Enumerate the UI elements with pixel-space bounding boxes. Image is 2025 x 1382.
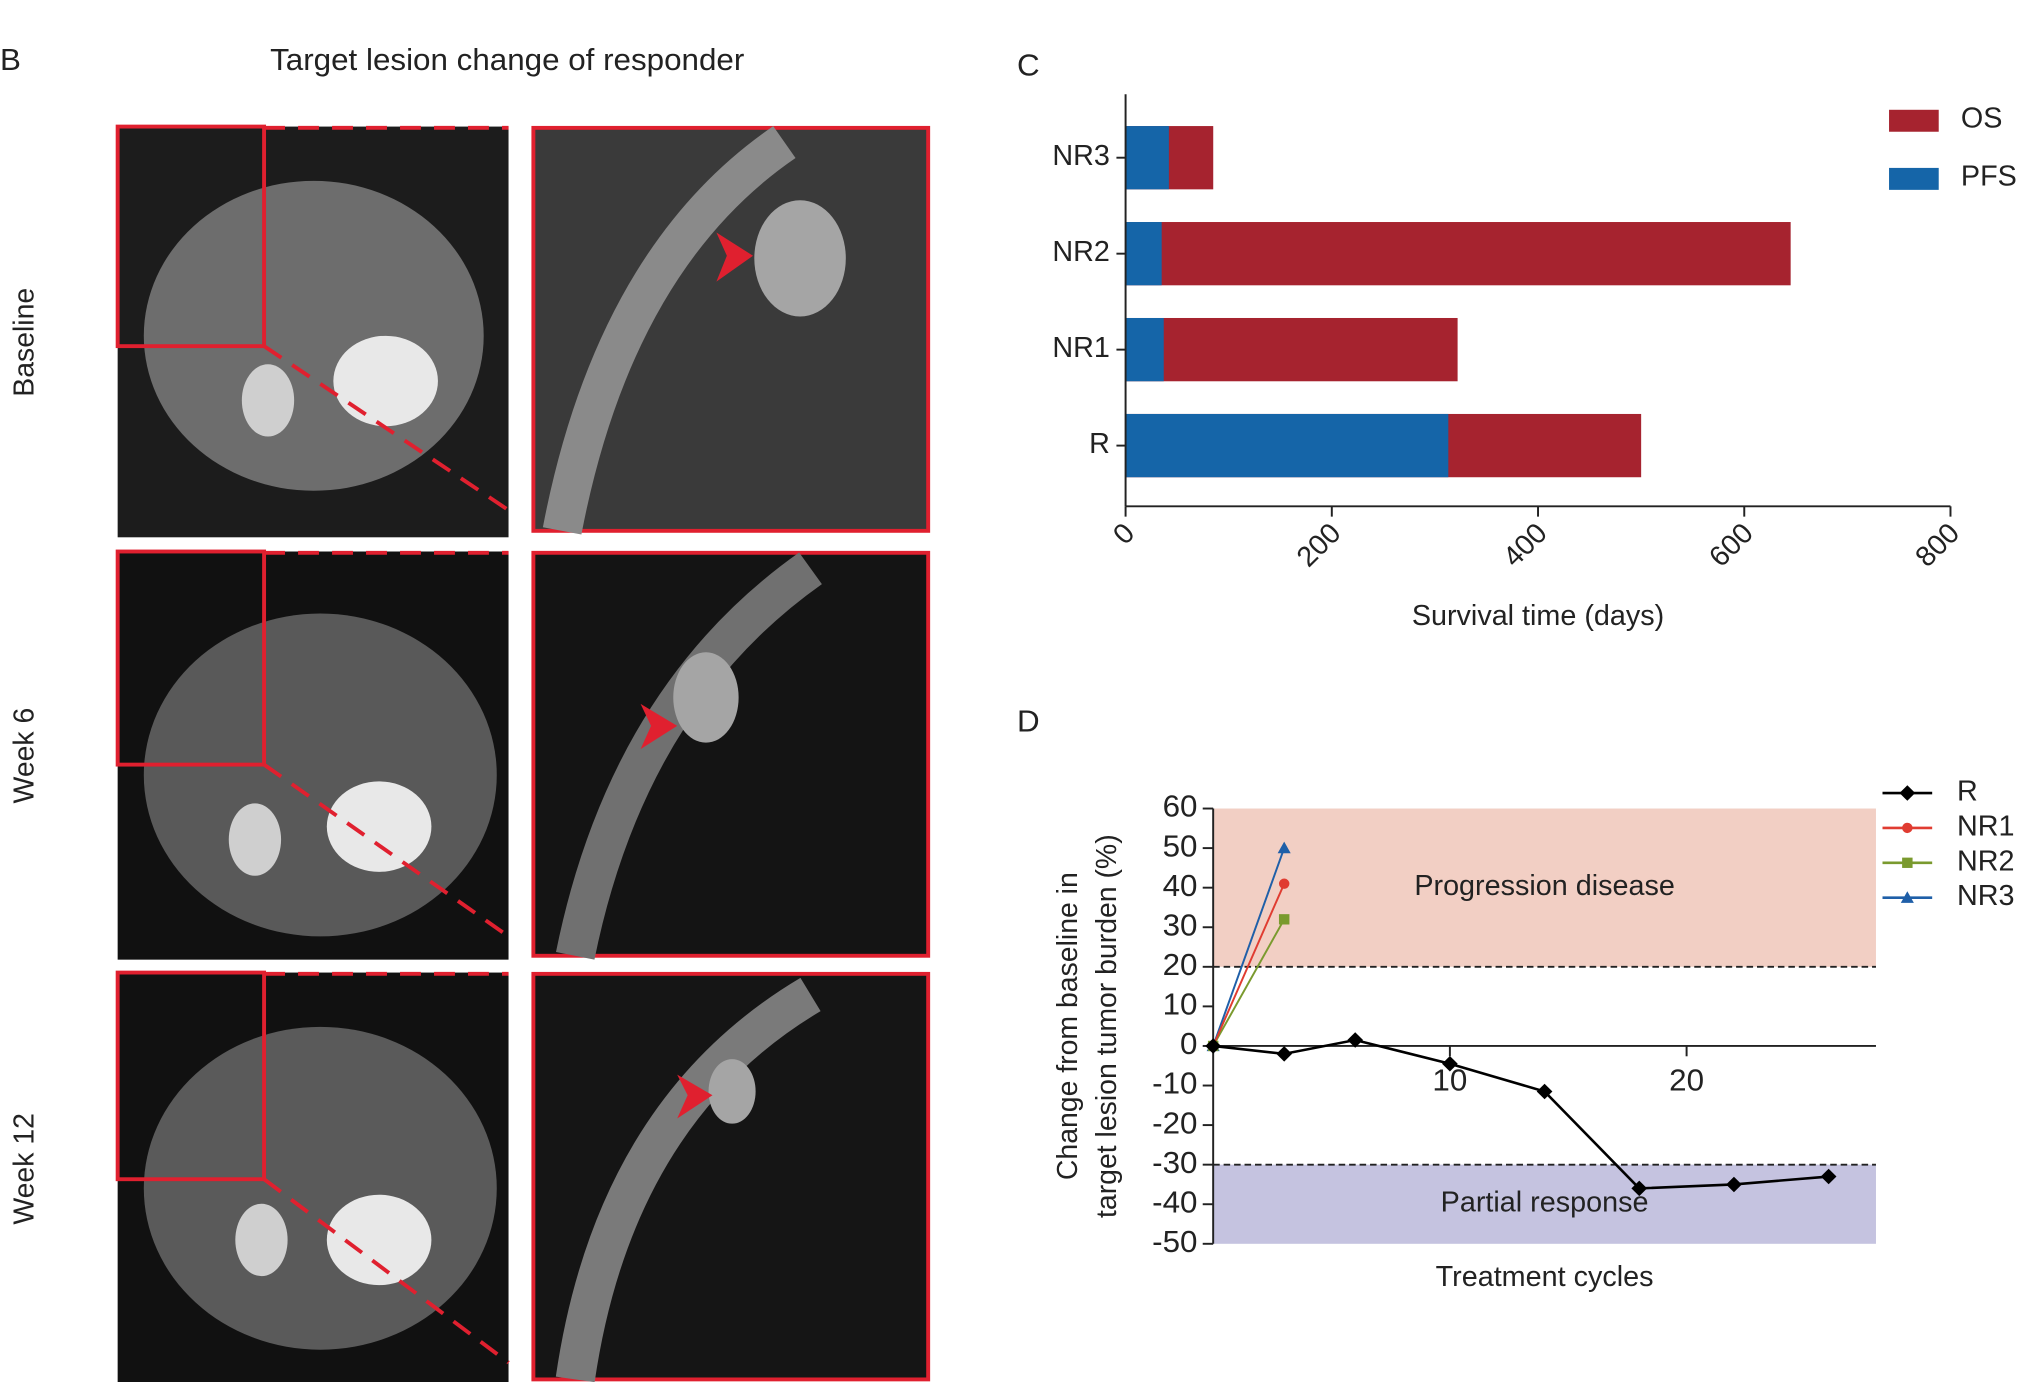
marker: [1278, 914, 1290, 925]
row-label: Baseline: [9, 288, 41, 397]
marker: [1347, 1032, 1364, 1048]
y-tick-label: R: [1089, 428, 1110, 460]
y-tick-label: 10: [1163, 987, 1198, 1022]
x-tick-label: 400: [1497, 517, 1554, 573]
y-tick-label: 30: [1163, 908, 1198, 943]
row-label: Week 6: [9, 708, 41, 804]
marker: [1276, 1046, 1293, 1062]
panel-b: B Target lesion change of responder Base…: [0, 42, 931, 1382]
zoom-box: [115, 970, 267, 1182]
x-axis-label: Survival time (days): [1412, 600, 1664, 632]
marker: [1277, 841, 1291, 854]
y-tick-label: -20: [1152, 1105, 1197, 1140]
x-axis-label: Treatment cycles: [1436, 1261, 1654, 1293]
arrowhead: [716, 232, 754, 282]
ct-bone: [326, 781, 432, 872]
band: [1213, 1164, 1876, 1244]
row-label: Week 12: [9, 1113, 41, 1225]
ct-bone: [333, 335, 438, 427]
legend-swatch: [1889, 109, 1939, 132]
panel-label: B: [0, 42, 21, 77]
ct-organ: [228, 803, 282, 876]
marker: [1899, 785, 1916, 801]
y-tick-label: 20: [1163, 947, 1198, 982]
y-tick-label: NR2: [1052, 236, 1110, 268]
legend-label: R: [1957, 776, 1978, 808]
legend-label: NR1: [1957, 811, 2015, 843]
y-tick-label: NR3: [1052, 140, 1110, 172]
band: [1213, 808, 1876, 967]
ct-lesion: [708, 1059, 756, 1124]
arrowhead: [677, 1074, 713, 1119]
x-tick-label: 600: [1703, 517, 1760, 573]
marker: [1902, 822, 1913, 834]
ct-wall: [542, 126, 796, 535]
zoom-box: [115, 549, 267, 767]
y-tick-label: 60: [1163, 789, 1198, 824]
ct-lesion: [754, 200, 846, 317]
ct-row: [115, 124, 931, 538]
bar: [1125, 317, 1458, 382]
arrowhead: [640, 703, 678, 750]
panel-label: C: [1017, 48, 1040, 83]
zoom-line: [262, 1177, 510, 1365]
y-tick-label: -30: [1152, 1145, 1197, 1180]
y-tick-label: -10: [1152, 1066, 1197, 1101]
y-tick-label: -50: [1152, 1224, 1197, 1259]
ct-organ: [235, 1203, 288, 1277]
legend-label: NR2: [1957, 845, 2015, 877]
ct-row: [115, 970, 931, 1382]
bar: [1125, 222, 1162, 286]
zoom-line: [262, 344, 510, 512]
bar: [1125, 126, 1169, 190]
y-axis-label: Change from baseline in: [1052, 872, 1084, 1180]
marker: [1726, 1176, 1742, 1193]
marker: [1902, 857, 1913, 868]
x-tick-label: 200: [1291, 517, 1348, 573]
y-tick-label: 0: [1180, 1026, 1197, 1061]
bar: [1125, 222, 1791, 286]
marker: [1900, 891, 1914, 903]
ct-bone: [326, 1194, 432, 1286]
marker: [1278, 878, 1290, 889]
legend-label: NR3: [1957, 880, 2015, 912]
ct-body: [143, 613, 497, 937]
legend-label: OS: [1961, 103, 2003, 135]
legend-label: PFS: [1961, 161, 2017, 193]
x-tick-label: 20: [1669, 1062, 1704, 1097]
y-tick-label: 40: [1163, 868, 1198, 903]
panel-title: Target lesion change of responder: [270, 42, 744, 77]
ct-body: [143, 1026, 497, 1350]
bar: [1125, 413, 1449, 478]
marker: [1205, 1038, 1222, 1054]
ct-lesion: [673, 652, 739, 743]
legend-swatch: [1889, 167, 1939, 190]
x-tick-label: 0: [1107, 517, 1141, 551]
y-tick-label: 50: [1163, 828, 1198, 863]
ct-wall: [555, 977, 821, 1382]
band-label: Progression disease: [1414, 870, 1674, 902]
panel-label: D: [1017, 704, 1040, 739]
line: [1213, 1038, 1829, 1190]
y-axis-label: target lesion tumor burden (%): [1091, 834, 1123, 1218]
ct-body: [143, 180, 484, 491]
band-label: Partial response: [1441, 1187, 1649, 1219]
line: [1212, 918, 1286, 1047]
zoom-box: [115, 124, 267, 349]
marker: [1631, 1180, 1648, 1197]
y-tick-label: -40: [1152, 1185, 1197, 1220]
zoom-line: [262, 763, 510, 938]
ct-row: [115, 549, 931, 960]
line: [1212, 883, 1286, 1047]
ct-organ: [241, 364, 295, 437]
y-tick-label: NR1: [1052, 332, 1110, 364]
marker: [1442, 1056, 1458, 1072]
bar: [1125, 317, 1164, 382]
x-tick-label: 800: [1909, 517, 1966, 573]
line: [1212, 847, 1286, 1047]
